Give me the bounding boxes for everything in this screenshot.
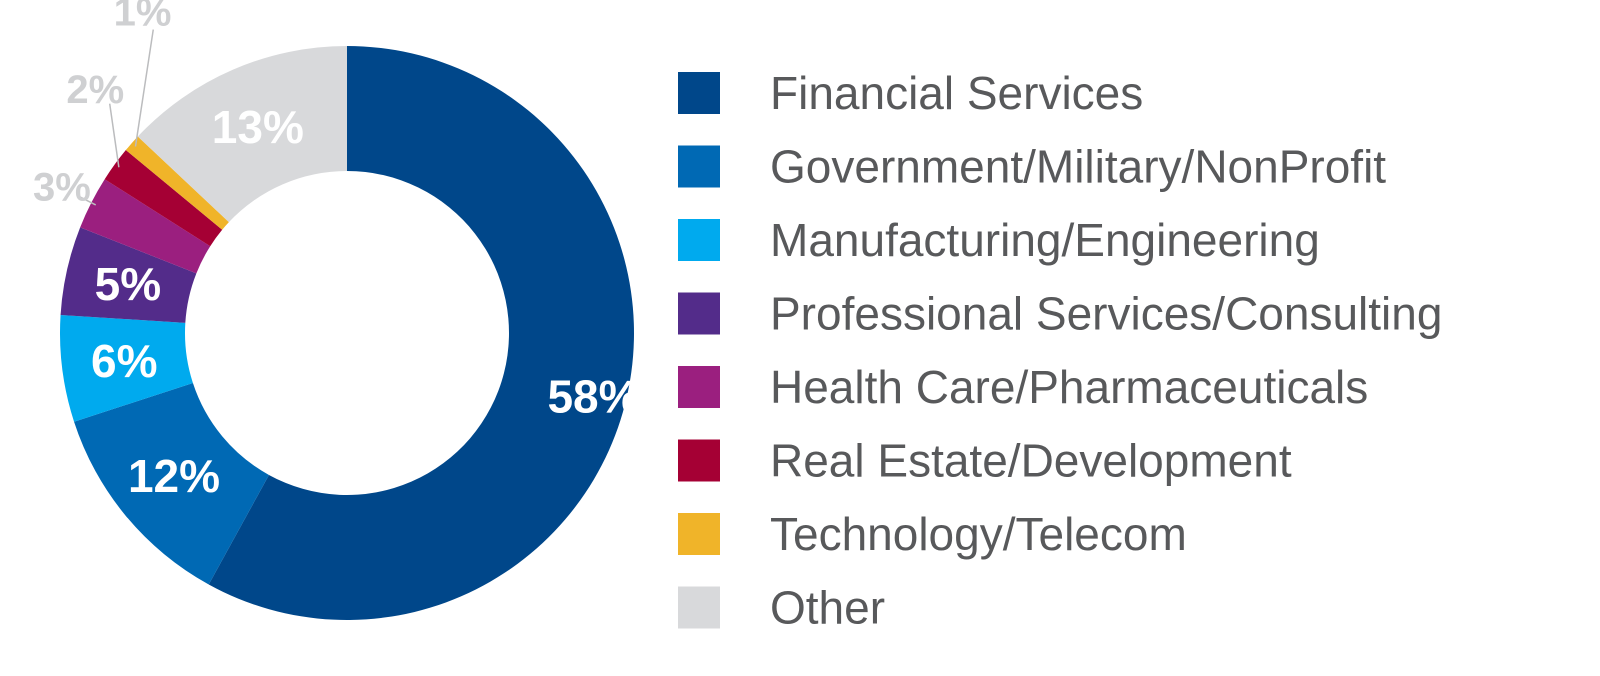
donut-segment	[60, 227, 197, 323]
legend-label: Government/Military/NonProfit	[770, 141, 1386, 193]
legend-label: Real Estate/Development	[770, 435, 1292, 487]
legend-swatch	[678, 439, 720, 482]
legend-swatch	[678, 145, 720, 188]
donut-segment	[60, 314, 193, 422]
legend-label: Technology/Telecom	[770, 508, 1187, 560]
data-label: 12%	[128, 450, 220, 502]
leader-line	[108, 103, 120, 168]
data-label: 3%	[33, 166, 91, 210]
legend-label: Manufacturing/Engineering	[770, 214, 1320, 266]
legend-label: Health Care/Pharmaceuticals	[770, 361, 1368, 413]
data-label: 1%	[114, 0, 172, 35]
legend-swatch	[678, 586, 720, 629]
donut-segment	[104, 150, 223, 247]
legend-swatch	[678, 72, 720, 114]
data-label: 13%	[212, 101, 304, 153]
legend-swatch	[678, 292, 720, 335]
legend-label: Financial Services	[770, 67, 1143, 119]
donut-segment	[74, 383, 269, 585]
donut-segment	[80, 179, 211, 274]
donut-segment	[125, 136, 229, 230]
legend-label: Other	[770, 582, 885, 634]
legend-swatch	[678, 513, 720, 555]
legend-swatch	[678, 366, 720, 408]
leader-line	[79, 196, 97, 206]
data-label: 5%	[95, 258, 161, 310]
leader-line	[134, 29, 155, 147]
data-label: 2%	[66, 68, 124, 112]
legend-label: Professional Services/Consulting	[770, 288, 1442, 340]
legend-swatch	[678, 219, 720, 261]
data-label: 6%	[91, 335, 157, 387]
data-label: 58%	[547, 370, 639, 422]
donut-segment	[208, 46, 634, 620]
donut-segment	[137, 46, 347, 223]
